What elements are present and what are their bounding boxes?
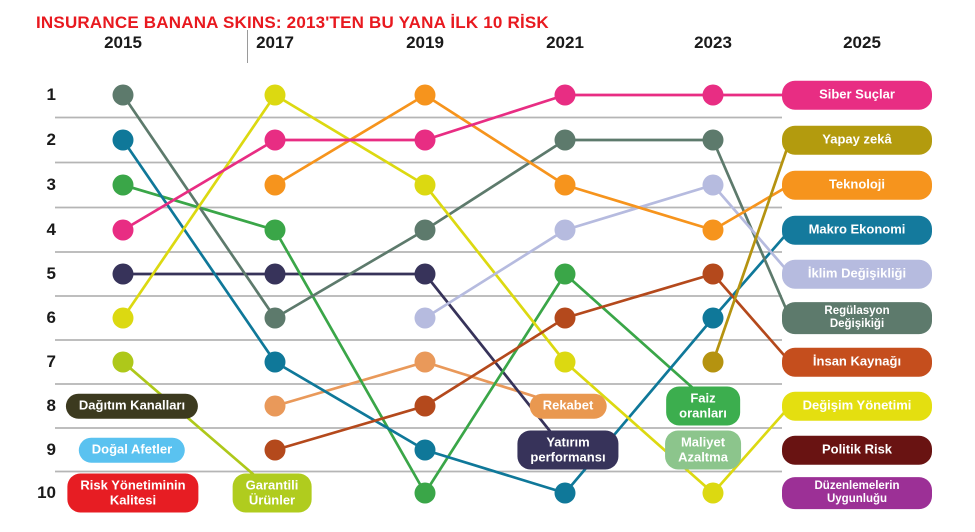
chart-title: INSURANCE BANANA SKINS: 2013'TEN BU YANA… (36, 13, 549, 32)
data-point-degisim-yonetimi-2017 (264, 84, 286, 106)
year-header-2021: 2021 (546, 33, 584, 52)
data-point-faiz-oranlari-2015 (112, 174, 134, 196)
data-point-makro-ekonomi-2023 (702, 307, 724, 329)
data-point-faiz-oranlari-2019 (414, 482, 436, 504)
data-point-rekabet-2019 (414, 351, 436, 373)
data-point-garantili-urunler-2015 (112, 351, 134, 373)
series-line-regulasyon-degisikigi (121, 93, 792, 320)
risk-label-2025-siber-suclar: Siber Suçlar (782, 80, 932, 110)
data-point-regulasyon-degisikigi-2023 (702, 129, 724, 151)
data-point-regulasyon-degisikigi-2021 (554, 129, 576, 151)
rank-number-10: 10 (37, 483, 56, 502)
rank-number-4: 4 (46, 220, 56, 239)
series-line-yapay-zeka (711, 138, 792, 364)
data-point-makro-ekonomi-2019 (414, 439, 436, 461)
data-point-yatirim-performansi-2019 (414, 263, 436, 285)
risk-label-2025-yapay-zeka: Yapay zekâ (782, 125, 932, 155)
risk-label-2025-teknoloji: Teknoloji (782, 170, 932, 200)
risk-label-risk-yonetiminin-kalitesi: Risk Yönetiminin Kalitesi (67, 473, 199, 513)
risk-label-garantili-urunler: Garantili Ürünler (232, 473, 312, 513)
data-point-rekabet-2017 (264, 395, 286, 417)
year-header-2025: 2025 (843, 33, 881, 52)
series-line-siber-suclar (121, 93, 792, 232)
data-point-iklim-degisikligi-2021 (554, 219, 576, 241)
data-point-regulasyon-degisikigi-2019 (414, 219, 436, 241)
rank-number-2: 2 (46, 130, 56, 149)
data-point-siber-suclar-2015 (112, 219, 134, 241)
risk-label-yatirim-performansi: Yatırım performansı (517, 430, 619, 470)
data-point-degisim-yonetimi-2019 (414, 174, 436, 196)
rank-number-3: 3 (46, 175, 56, 194)
data-point-makro-ekonomi-2021 (554, 482, 576, 504)
risk-label-2025-duzenlemelerin-uygunlugu: Düzenlemelerin Uygunluğu (782, 477, 932, 509)
data-point-faiz-oranlari-2021 (554, 263, 576, 285)
risk-label-2025-regulasyon-degisikigi: Regülasyon Değişikiği (782, 302, 932, 334)
risk-label-dagitim-kanallari: Dağıtım Kanalları (65, 393, 199, 419)
rank-number-7: 7 (46, 352, 56, 371)
risk-label-faiz-oranlari: Faiz oranları (666, 386, 740, 426)
data-point-makro-ekonomi-2017 (264, 351, 286, 373)
data-point-yatirim-performansi-2017 (264, 263, 286, 285)
series-line-makro-ekonomi (121, 138, 792, 495)
rank-number-1: 1 (46, 85, 56, 104)
data-point-insan-kaynagi-2017 (264, 439, 286, 461)
risk-label-dogal-afetler: Doğal Afetler (78, 437, 186, 463)
year-header-2015: 2015 (104, 33, 142, 52)
data-point-yapay-zeka-2023 (702, 351, 724, 373)
risk-label-2025-insan-kaynagi: İnsan Kaynağı (782, 347, 932, 377)
risk-label-2025-degisim-yonetimi: Değişim Yönetimi (782, 391, 932, 421)
data-point-siber-suclar-2017 (264, 129, 286, 151)
data-point-teknoloji-2021 (554, 174, 576, 196)
data-point-iklim-degisikligi-2023 (702, 174, 724, 196)
data-point-insan-kaynagi-2021 (554, 307, 576, 329)
risk-label-maliyet-azaltma: Maliyet Azaltma (665, 430, 741, 470)
rank-number-6: 6 (46, 308, 56, 327)
year-header-2017: 2017 (256, 33, 294, 52)
data-point-faiz-oranlari-2017 (264, 219, 286, 241)
data-point-iklim-degisikligi-2019 (414, 307, 436, 329)
data-point-degisim-yonetimi-2015 (112, 307, 134, 329)
data-point-makro-ekonomi-2015 (112, 129, 134, 151)
data-point-regulasyon-degisikigi-2017 (264, 307, 286, 329)
data-point-siber-suclar-2019 (414, 129, 436, 151)
rank-number-5: 5 (46, 264, 56, 283)
divider-tick (247, 30, 248, 63)
year-header-2023: 2023 (694, 33, 732, 52)
year-header-2019: 2019 (406, 33, 444, 52)
data-point-teknoloji-2017 (264, 174, 286, 196)
rank-number-9: 9 (46, 440, 56, 459)
rank-number-8: 8 (46, 396, 56, 415)
risk-label-2025-iklim-degisikligi: İklim Değişikliği (782, 259, 932, 289)
risk-label-2025-makro-ekonomi: Makro Ekonomi (782, 215, 932, 245)
data-point-degisim-yonetimi-2023 (702, 482, 724, 504)
data-point-teknoloji-2019 (414, 84, 436, 106)
data-point-regulasyon-degisikigi-2015 (112, 84, 134, 106)
data-point-insan-kaynagi-2019 (414, 395, 436, 417)
data-point-degisim-yonetimi-2021 (554, 351, 576, 373)
series-line-yatirim-performansi (121, 272, 567, 452)
risk-label-2025-politik-risk: Politik Risk (782, 435, 932, 465)
data-point-siber-suclar-2021 (554, 84, 576, 106)
data-point-siber-suclar-2023 (702, 84, 724, 106)
risk-label-rekabet: Rekabet (529, 393, 607, 419)
data-point-teknoloji-2023 (702, 219, 724, 241)
series-line-garantili-urunler (121, 360, 277, 495)
data-point-insan-kaynagi-2023 (702, 263, 724, 285)
data-point-yatirim-performansi-2015 (112, 263, 134, 285)
